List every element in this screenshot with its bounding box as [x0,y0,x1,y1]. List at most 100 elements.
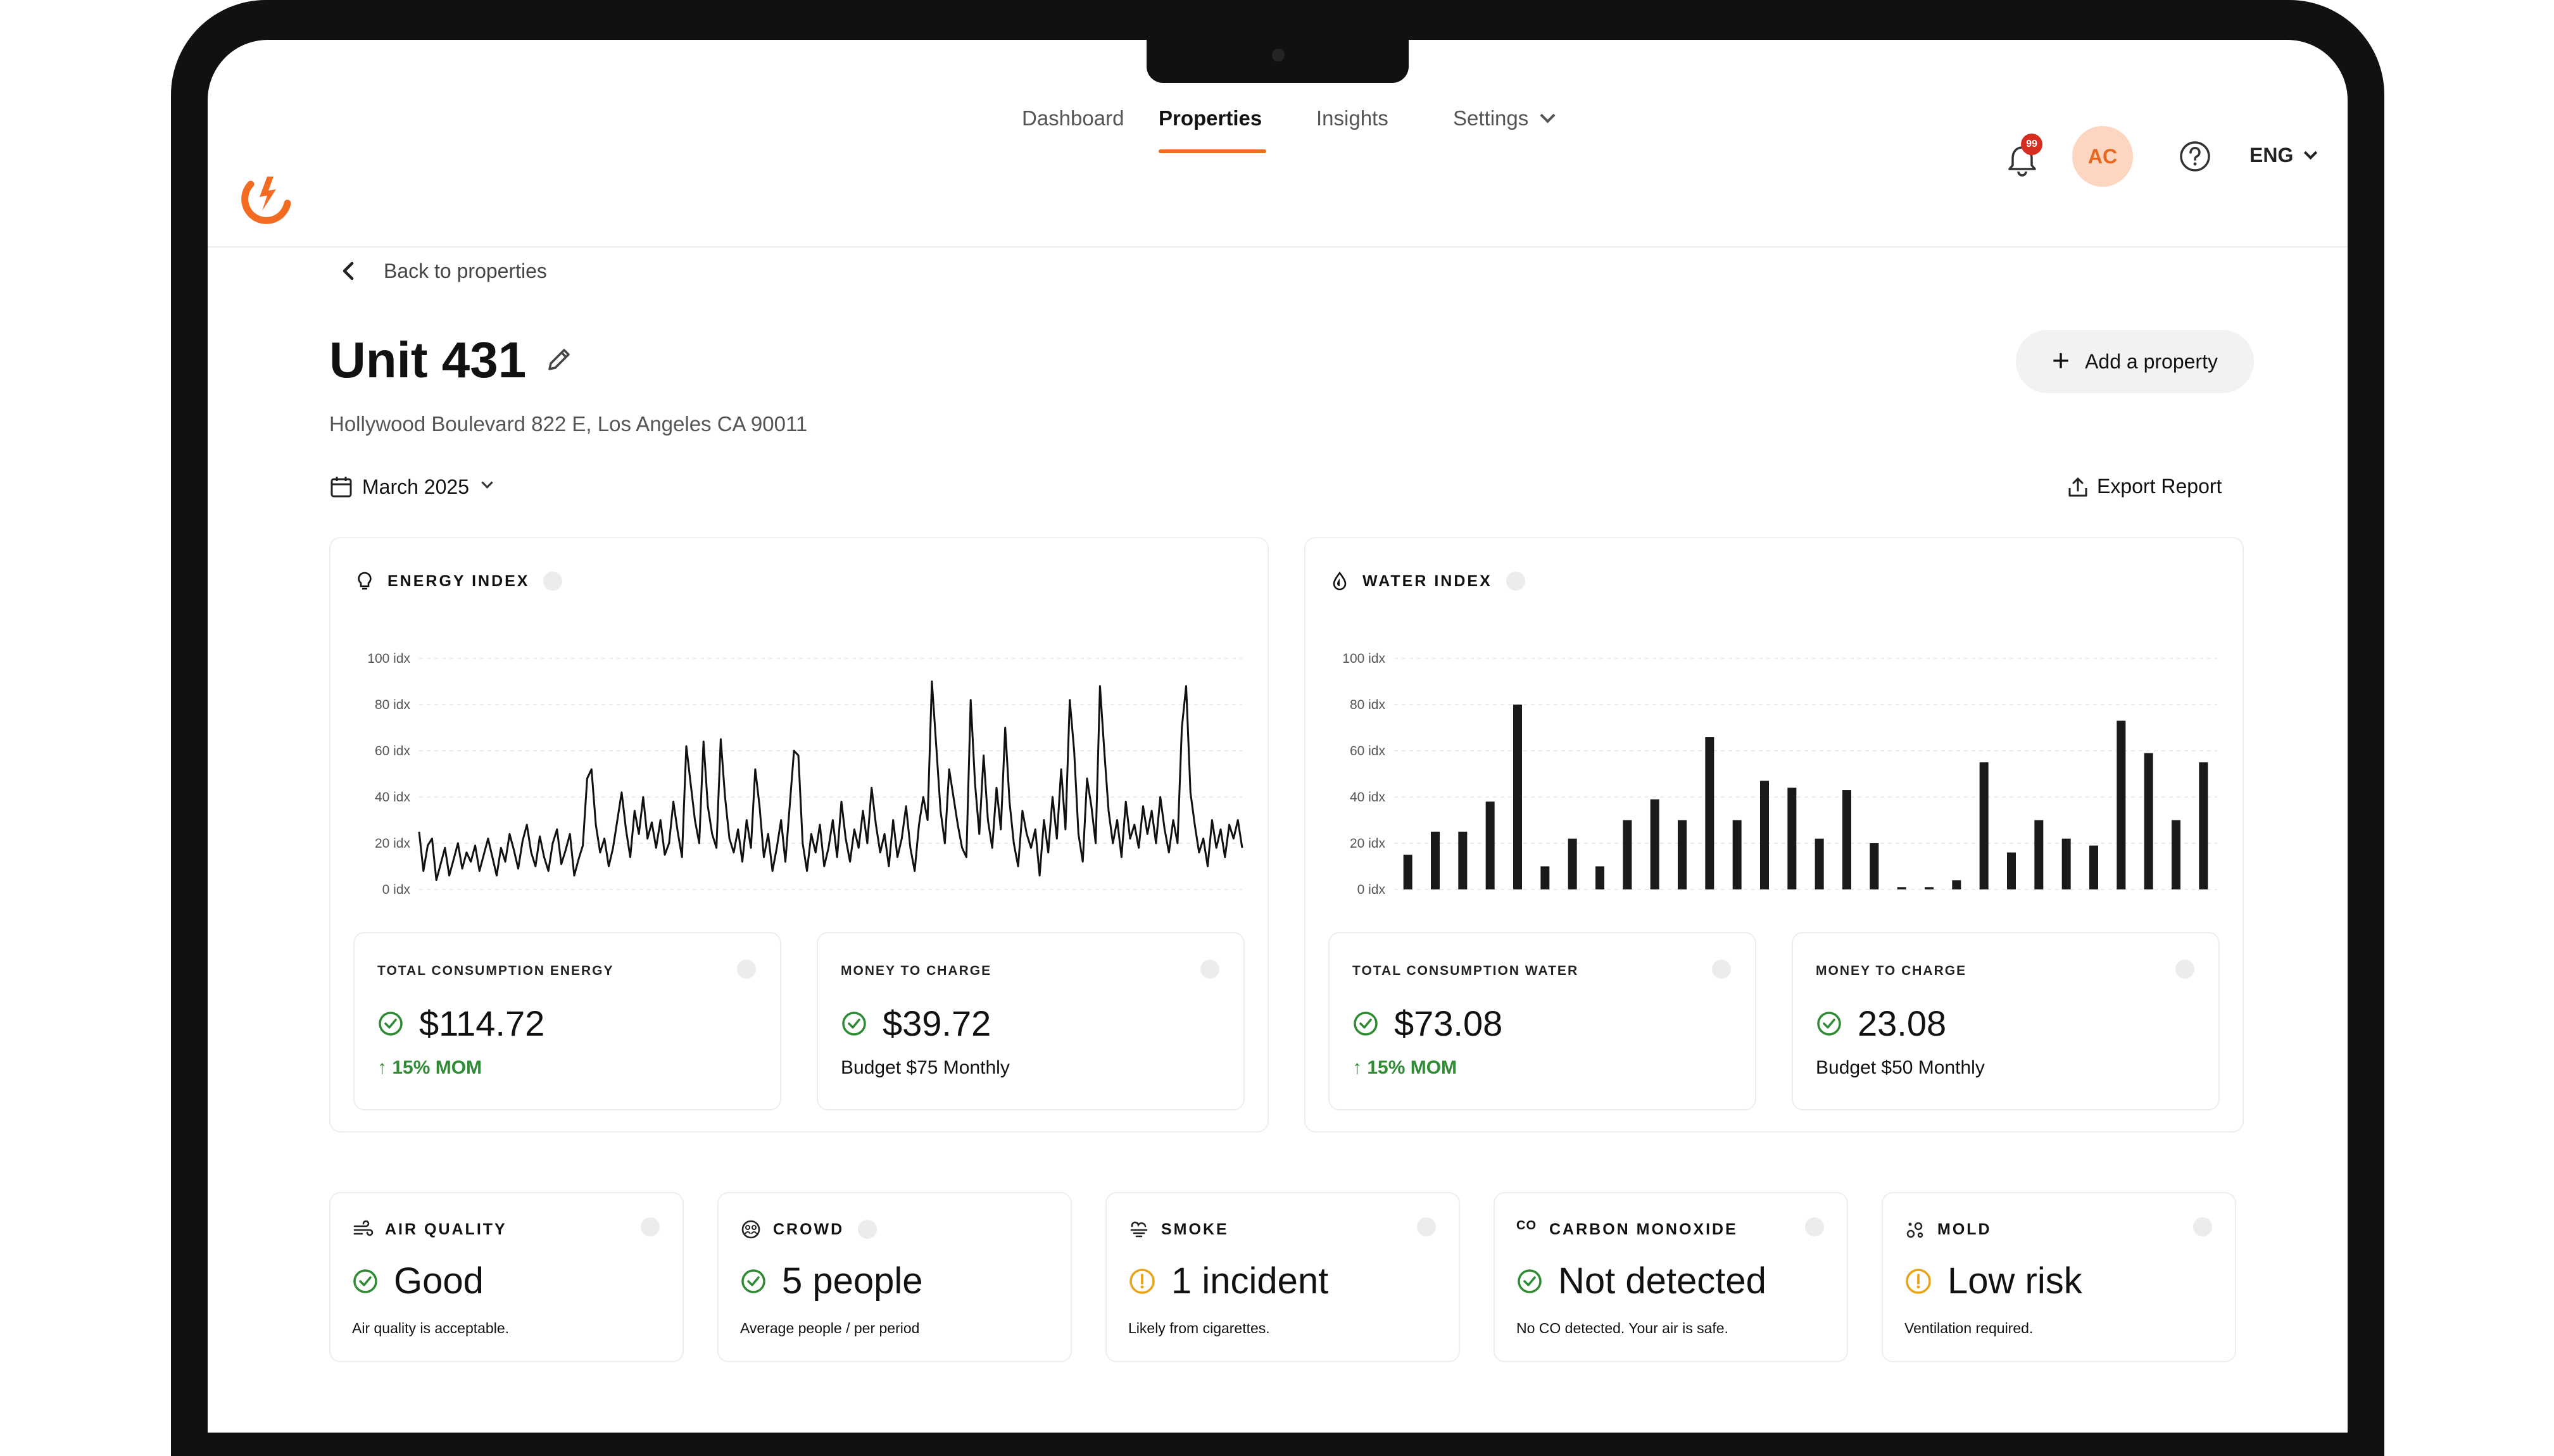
water-charge-card: MONEY TO CHARGE 23.08 Budget $50 Monthly [1792,932,2220,1110]
water-bar [1787,788,1797,889]
chevron-down-icon [1540,108,1556,123]
info-icon[interactable] [2193,1217,2212,1236]
people-icon [741,1220,760,1239]
water-bar [1760,781,1769,889]
top-navigation [208,110,2348,248]
month-picker[interactable]: March 2025 [329,475,493,499]
wind-icon [353,1220,374,1236]
info-icon[interactable] [1417,1217,1436,1236]
water-panel-header: WATER INDEX [1330,571,1525,591]
water-bar [1952,880,1961,889]
sensor-value: 1 incident [1171,1260,1329,1302]
language-selector[interactable]: ENG [2249,144,2318,167]
co-icon: CO [1516,1219,1537,1233]
month-label: March 2025 [362,475,469,498]
camera-notch [1147,40,1409,83]
warning-circle-icon [1129,1268,1155,1294]
info-icon[interactable] [858,1220,878,1239]
user-avatar[interactable]: AC [2072,126,2133,187]
water-bar [2144,753,2153,889]
y-tick-label: 0 idx [1357,882,1386,897]
nav-properties[interactable]: Properties [1159,106,1262,130]
sensor-card-mold: MOLD Low risk Ventilation required. [1882,1192,2236,1362]
sensor-card-crowd: CROWD 5 people Average people / per peri… [717,1192,1072,1362]
water-bar [1513,705,1522,889]
sensor-value-row: 5 people [740,1260,923,1302]
language-label: ENG [2249,144,2294,166]
nav-dashboard[interactable]: Dashboard [1022,106,1124,130]
water-bar [1815,838,1824,889]
nav-settings[interactable]: Settings [1453,106,1556,131]
water-bar [1842,790,1851,889]
y-tick-label: 80 idx [375,698,411,712]
check-circle-icon [1817,1011,1841,1036]
check-circle-icon [1354,1011,1378,1036]
info-icon[interactable] [1712,960,1731,979]
water-bar [2089,845,2098,889]
sensor-value: Not detected [1558,1260,1766,1302]
export-report-button[interactable]: Export Report [2066,475,2222,498]
sensor-description: Air quality is acceptable. [352,1320,510,1336]
help-icon[interactable] [2179,140,2211,173]
sensor-header: SMOKE [1128,1219,1229,1240]
sensor-description: Average people / per period [740,1320,920,1336]
card-value-row: 23.08 [1816,1003,1946,1044]
water-bar [2117,720,2126,889]
y-tick-label: 40 idx [1350,790,1386,805]
budget-label: Budget $50 Monthly [1816,1057,1985,1078]
water-bar [2007,852,2016,889]
upload-icon [2068,477,2087,496]
card-title: MONEY TO CHARGE [1816,963,1967,978]
card-value-row: $73.08 [1352,1003,1502,1044]
water-total-card: TOTAL CONSUMPTION WATER $73.08 ↑ 15% MOM [1328,932,1756,1110]
info-icon[interactable] [641,1217,660,1236]
water-bar [1485,801,1495,889]
card-value-row: $114.72 [377,1003,544,1044]
check-circle-icon [842,1011,866,1036]
water-title: WATER INDEX [1362,572,1492,590]
energy-total-card: TOTAL CONSUMPTION ENERGY $114.72 ↑ 15% M… [353,932,781,1110]
y-tick-label: 20 idx [1350,836,1386,851]
info-icon[interactable] [543,572,563,591]
energy-index-panel: ENERGY INDEX 0 idx 20 idx 40 idx 60 idx 80 i… [329,537,1269,1133]
check-circle-icon [379,1011,403,1036]
water-bar [1678,820,1687,889]
card-value: $73.08 [1394,1003,1503,1043]
info-icon[interactable] [2175,960,2194,979]
info-icon[interactable] [1805,1217,1824,1236]
add-property-button[interactable]: + Add a property [2016,330,2254,393]
sensor-title: AIR QUALITY [385,1220,507,1238]
card-value-row: $39.72 [841,1003,991,1044]
brand-logo-icon[interactable] [238,170,294,226]
y-tick-label: 100 idx [367,651,410,666]
water-bar [1458,831,1468,889]
lightbulb-icon [358,572,372,590]
info-icon[interactable] [1506,572,1525,591]
sensor-value: Good [394,1260,484,1302]
info-icon[interactable] [1200,960,1219,979]
card-title: MONEY TO CHARGE [841,963,992,978]
sensor-description: Ventilation required. [1904,1320,2034,1336]
water-drop-icon [1333,571,1347,591]
water-bar [1732,820,1742,889]
sensor-title: SMOKE [1161,1220,1229,1238]
pencil-icon[interactable] [543,344,575,375]
nav-settings-label: Settings [1453,106,1529,130]
nav-insights[interactable]: Insights [1316,106,1388,130]
water-bar [1650,799,1659,889]
sensor-title: CARBON MONOXIDE [1549,1220,1738,1238]
plus-icon: + [2052,344,2070,378]
sensor-value-row: Good [352,1260,484,1302]
y-tick-label: 40 idx [375,790,411,805]
water-bar [1870,843,1879,889]
water-bar [1925,887,1934,889]
card-value: $39.72 [883,1003,991,1043]
water-bar [1595,866,1604,889]
back-link[interactable]: Back to properties [338,258,547,284]
page-title: Unit 431 [329,332,527,388]
info-icon[interactable] [737,960,756,979]
sensor-description: Likely from cigarettes. [1128,1320,1270,1336]
card-value: $114.72 [419,1003,545,1043]
